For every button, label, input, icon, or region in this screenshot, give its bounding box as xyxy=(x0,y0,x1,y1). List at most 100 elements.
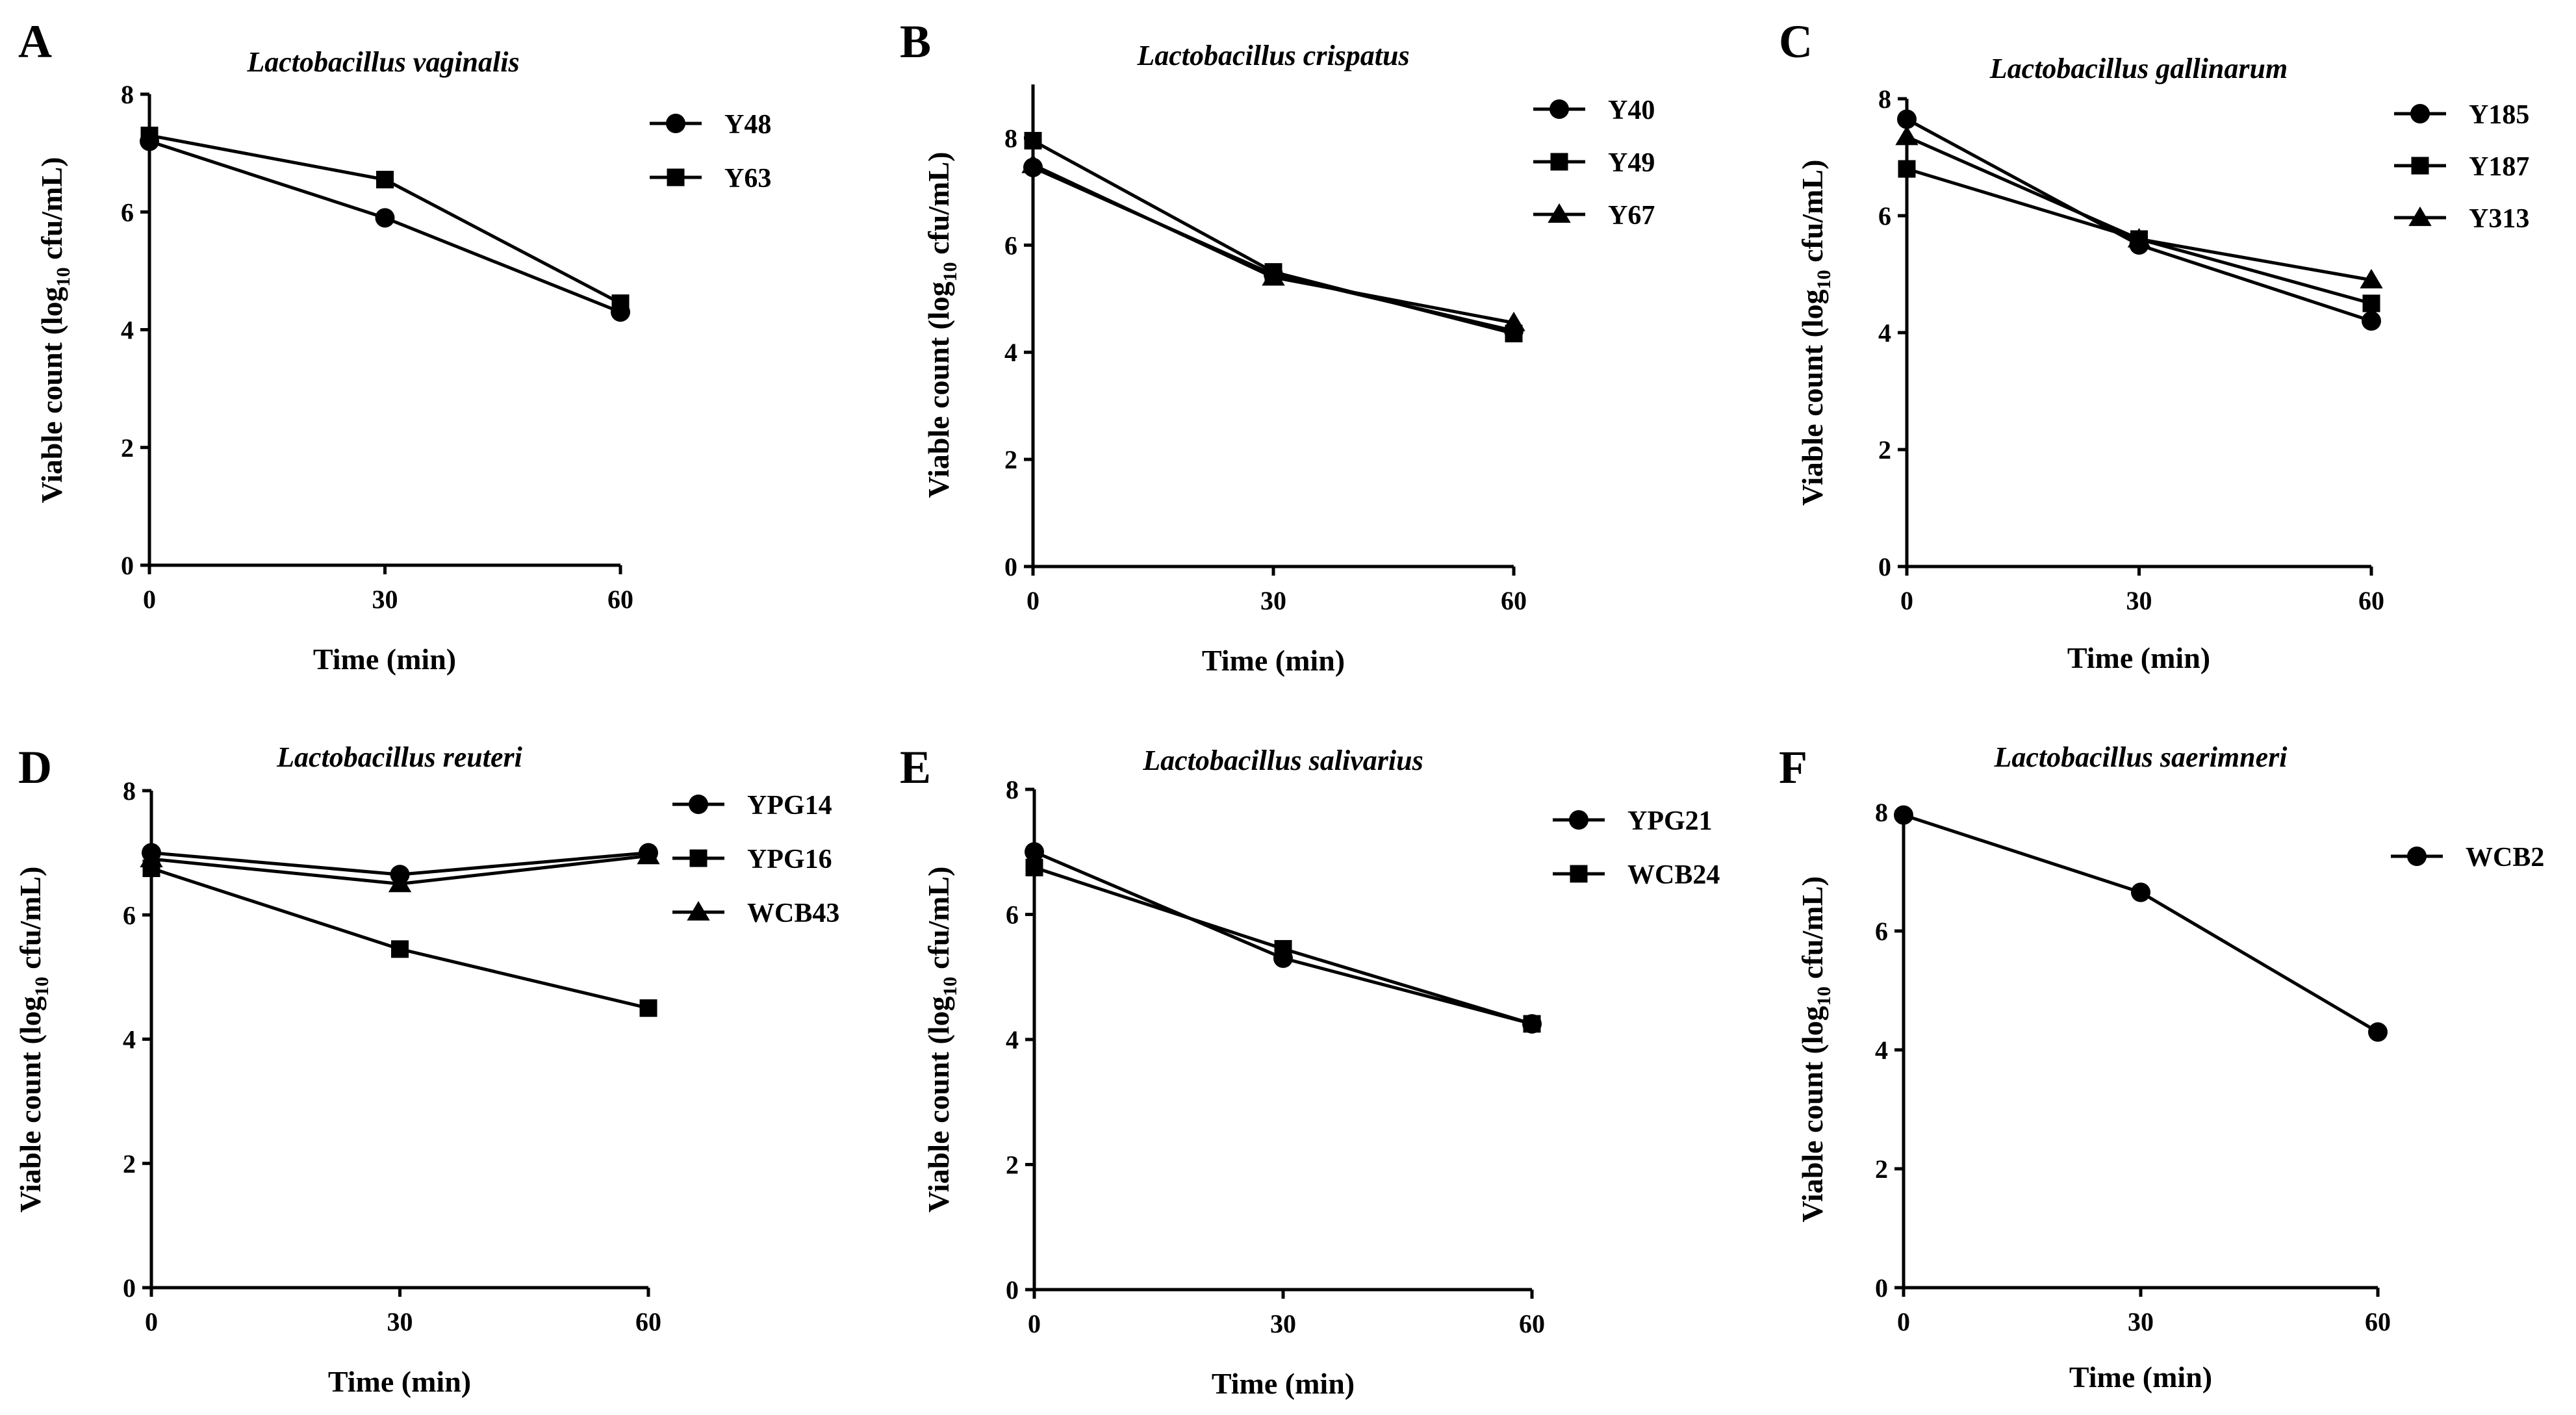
legend-label-wcb43: WCB43 xyxy=(747,899,839,928)
legend-marker-wcb43 xyxy=(687,900,710,921)
y-axis-label-f: Viable count (log10 cfu/mL) xyxy=(1796,876,1835,1223)
data-point-y67 xyxy=(1262,266,1285,286)
x-tick-label-c: 30 xyxy=(2126,586,2152,615)
panel-letter-c: C xyxy=(1779,16,1813,68)
y-axis-label-subscript: 10 xyxy=(31,976,53,996)
x-tick-label-e: 0 xyxy=(1028,1309,1041,1338)
chart-title-f: Lactobacillus saerimneri xyxy=(1994,741,2288,773)
y-axis-label-unit: cfu/mL) xyxy=(1796,876,1829,987)
chart-title-c: Lactobacillus gallinarum xyxy=(1989,53,2288,84)
data-point-y49 xyxy=(1024,132,1042,150)
legend-marker-ypg21 xyxy=(1569,810,1588,830)
panel-a: A Lactobacillus vaginalis 0 2 4 6 8 0 30 60 Time (… xyxy=(18,16,771,676)
series-line-y49 xyxy=(1032,139,1514,335)
y-tick-label-d: 2 xyxy=(123,1149,136,1179)
x-tick-label-d: 60 xyxy=(635,1307,661,1336)
x-tick-label-f: 60 xyxy=(2365,1307,2391,1336)
data-point-y63 xyxy=(611,294,630,312)
legend-label-y48: Y48 xyxy=(724,110,771,140)
y-tick-label-f: 4 xyxy=(1875,1036,1888,1065)
series-line-wcb2 xyxy=(1903,813,2379,1034)
series-line-ypg21 xyxy=(1034,850,1533,1026)
x-tick-label-e: 30 xyxy=(1270,1309,1296,1338)
x-tick-label-c: 60 xyxy=(2358,586,2384,615)
x-tick-label-d: 30 xyxy=(387,1307,413,1336)
y-axis-label-a: Viable count (log10 cfu/mL) xyxy=(35,157,74,504)
y-tick-label-c: 8 xyxy=(1878,84,1891,114)
panel-letter-a: A xyxy=(18,16,52,68)
legend-label-ypg16: YPG16 xyxy=(747,845,832,874)
y-axis-label-unit: cfu/mL) xyxy=(922,152,955,262)
panel-d: D Lactobacillus reuteri 0 2 4 6 8 0 30 60 Time (mi… xyxy=(14,741,839,1398)
x-tick-label-f: 30 xyxy=(2128,1307,2154,1336)
legend-marker-y63 xyxy=(667,168,685,186)
y-tick-label-f: 8 xyxy=(1875,798,1888,827)
legend-marker-y49 xyxy=(1550,153,1568,171)
chart-title-e: Lactobacillus salivarius xyxy=(1142,745,1423,776)
legend-marker-y48 xyxy=(666,114,685,133)
y-axis-label-b: Viable count (log10 cfu/mL) xyxy=(922,152,961,498)
y-tick-label-a: 6 xyxy=(121,198,134,227)
data-point-wcb2 xyxy=(2131,882,2150,902)
y-tick-label-b: 2 xyxy=(1004,445,1017,474)
x-axis-label-a: Time (min) xyxy=(313,643,456,676)
legend-label-y63: Y63 xyxy=(724,164,771,194)
panel-f: F Lactobacillus saerimneri 0 2 4 6 8 0 30 60 Time … xyxy=(1779,741,2544,1394)
legend-label-ypg21: YPG21 xyxy=(1627,806,1713,836)
panel-letter-e: E xyxy=(900,741,931,793)
x-tick-label-a: 0 xyxy=(143,585,156,614)
legend-label-y49: Y49 xyxy=(1608,148,1655,178)
x-tick-label-d: 0 xyxy=(145,1307,158,1336)
chart-title-d: Lactobacillus reuteri xyxy=(276,741,522,773)
legend-marker-y187 xyxy=(2411,157,2429,175)
x-tick-label-b: 0 xyxy=(1027,586,1039,615)
panel-letter-d: D xyxy=(18,741,52,793)
y-tick-label-c: 0 xyxy=(1878,552,1891,581)
legend-marker-y40 xyxy=(1549,99,1569,119)
data-point-y313 xyxy=(2360,268,2383,288)
y-axis-label-subscript: 10 xyxy=(1813,270,1835,289)
y-tick-label-d: 0 xyxy=(123,1273,136,1303)
data-point-wcb43 xyxy=(140,848,163,868)
series-line-y40 xyxy=(1032,166,1514,333)
data-point-wcb43 xyxy=(388,873,412,893)
legend-marker-wcb24 xyxy=(1570,865,1588,883)
y-tick-label-d: 8 xyxy=(123,776,136,806)
y-tick-label-e: 4 xyxy=(1006,1025,1019,1054)
y-tick-label-b: 0 xyxy=(1004,552,1017,581)
y-axis-label-unit: cfu/mL) xyxy=(14,867,47,977)
data-point-ypg21 xyxy=(1025,842,1044,862)
y-tick-label-b: 8 xyxy=(1004,123,1017,153)
legend-label-wcb2: WCB2 xyxy=(2466,843,2544,873)
legend-marker-y185 xyxy=(2410,104,2430,123)
legend-marker-ypg16 xyxy=(689,849,708,867)
panel-letter-f: F xyxy=(1779,741,1807,793)
data-point-y67 xyxy=(1021,153,1045,173)
y-axis-label-text: Viable count (log xyxy=(922,996,955,1212)
y-axis-label-text: Viable count (log xyxy=(1796,1006,1829,1222)
x-tick-label-f: 0 xyxy=(1897,1307,1910,1336)
y-axis-label-e: Viable count (log10 cfu/mL) xyxy=(922,867,961,1213)
y-tick-label-e: 2 xyxy=(1006,1151,1019,1180)
legend-marker-ypg14 xyxy=(689,795,708,814)
data-point-y313 xyxy=(1895,125,1919,146)
y-tick-label-d: 6 xyxy=(123,900,136,930)
y-tick-label-c: 2 xyxy=(1878,435,1891,465)
y-tick-label-f: 0 xyxy=(1875,1273,1888,1303)
data-point-wcb24 xyxy=(1523,1015,1541,1033)
data-point-ypg16 xyxy=(391,940,409,958)
y-axis-label-subscript: 10 xyxy=(53,267,74,287)
panel-c: C Lactobacillus gallinarum 0 2 4 6 8 0 30 60 Time … xyxy=(1779,16,2529,674)
data-point-y185 xyxy=(1897,109,1917,129)
x-tick-label-e: 60 xyxy=(1519,1309,1545,1338)
data-point-y63 xyxy=(376,170,394,188)
y-tick-label-b: 6 xyxy=(1004,231,1017,260)
y-axis-label-text: Viable count (log xyxy=(1796,289,1829,505)
data-point-wcb24 xyxy=(1025,858,1043,876)
y-axis-label-text: Viable count (log xyxy=(14,996,47,1212)
x-axis-label-d: Time (min) xyxy=(328,1365,471,1398)
y-axis-label-unit: cfu/mL) xyxy=(922,867,955,977)
legend-label-y313: Y313 xyxy=(2469,204,2529,234)
legend-marker-y313 xyxy=(2408,206,2432,226)
